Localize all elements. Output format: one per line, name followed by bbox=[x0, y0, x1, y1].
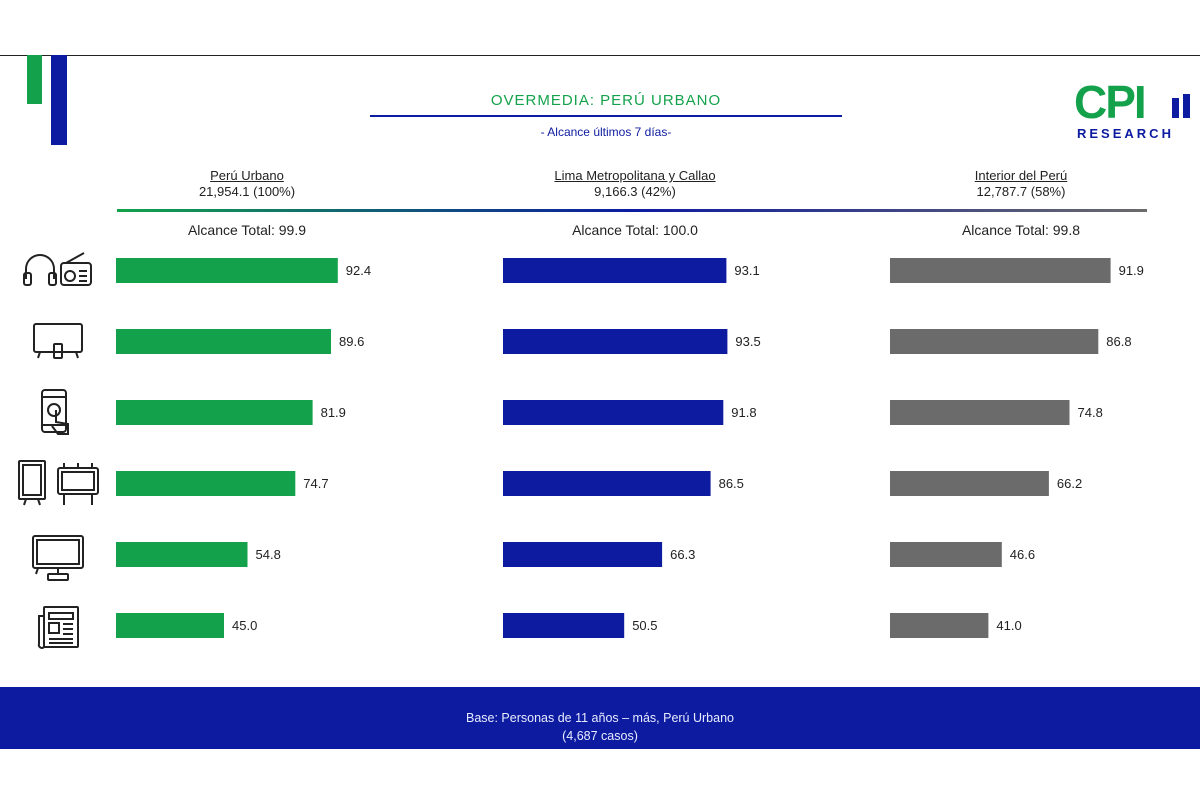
series-population: 12,787.7 (58%) bbox=[976, 184, 1066, 199]
tv-icon bbox=[33, 323, 83, 359]
bar-0-1 bbox=[116, 329, 331, 354]
decor-green-bar bbox=[27, 55, 42, 104]
bar-label-2-4: 46.6 bbox=[1010, 547, 1035, 562]
bar-chart: 92.4 89.6 81.9 74.7 54.8 45.0 93.1 93.5 91.8 86.5… bbox=[116, 258, 1144, 638]
bar-label-1-2: 91.8 bbox=[731, 405, 756, 420]
bar-label-2-3: 66.2 bbox=[1057, 476, 1082, 491]
total-peru-urbano: Alcance Total: 99.9 bbox=[187, 222, 307, 238]
col-head-interior: Interior del Perú 12,787.7 (58%) bbox=[861, 168, 1181, 200]
bar-0-5 bbox=[116, 613, 224, 638]
decor-blue-bar bbox=[51, 55, 67, 145]
bar-label-0-5: 45.0 bbox=[232, 618, 257, 633]
bar-0-4 bbox=[116, 542, 248, 567]
bar-label-1-4: 66.3 bbox=[670, 547, 695, 562]
footer-band: Base: Personas de 11 años – más, Perú Ur… bbox=[0, 687, 1200, 749]
logo-main: CPI bbox=[1074, 78, 1145, 124]
bar-label-1-0: 93.1 bbox=[734, 263, 759, 278]
logo-bars-icon: CPI bbox=[1074, 78, 1190, 124]
bar-1-0 bbox=[503, 258, 727, 283]
series-population: 21,954.1 (100%) bbox=[198, 184, 296, 199]
bar-0-2 bbox=[116, 400, 313, 425]
footer-base: Base: Personas de 11 años – más, Perú Ur… bbox=[466, 711, 734, 725]
bar-label-1-3: 86.5 bbox=[719, 476, 744, 491]
series-name: Perú Urbano bbox=[210, 168, 284, 183]
col-head-peru-urbano: Perú Urbano 21,954.1 (100%) bbox=[87, 168, 407, 200]
series-name: Lima Metropolitana y Callao bbox=[554, 168, 716, 183]
bar-label-0-3: 74.7 bbox=[303, 476, 328, 491]
series-name: Interior del Perú bbox=[974, 168, 1068, 183]
bar-1-5 bbox=[503, 613, 625, 638]
bar-label-1-1: 93.5 bbox=[735, 334, 760, 349]
bar-2-0 bbox=[890, 258, 1111, 283]
bar-1-3 bbox=[503, 471, 711, 496]
radio-icon bbox=[23, 252, 92, 286]
bar-1-1 bbox=[503, 329, 728, 354]
bar-0-0 bbox=[116, 258, 338, 283]
bar-label-2-2: 74.8 bbox=[1078, 405, 1103, 420]
gradient-rule bbox=[117, 209, 1147, 212]
bar-label-2-1: 86.8 bbox=[1106, 334, 1131, 349]
chart-subtitle: - Alcance últimos 7 días- bbox=[540, 125, 672, 139]
total-interior: Alcance Total: 99.8 bbox=[961, 222, 1081, 238]
bar-2-4 bbox=[890, 542, 1002, 567]
footer-cases: (4,687 casos) bbox=[562, 729, 638, 743]
col-head-lima: Lima Metropolitana y Callao 9,166.3 (42%… bbox=[475, 168, 795, 200]
bar-label-2-5: 41.0 bbox=[996, 618, 1021, 633]
logo-sub: RESEARCH bbox=[1077, 126, 1174, 141]
bar-label-0-2: 81.9 bbox=[321, 405, 346, 420]
bar-label-2-0: 91.9 bbox=[1119, 263, 1144, 278]
total-lima: Alcance Total: 100.0 bbox=[572, 222, 698, 238]
chart-title: OVERMEDIA: PERÚ URBANO bbox=[490, 92, 722, 109]
bar-1-2 bbox=[503, 400, 724, 425]
bar-1-4 bbox=[503, 542, 663, 567]
top-rule bbox=[0, 55, 1200, 56]
smartphone-icon bbox=[41, 389, 69, 435]
bar-2-5 bbox=[890, 613, 989, 638]
cable-tv-icon bbox=[32, 535, 84, 581]
bar-label-1-5: 50.5 bbox=[632, 618, 657, 633]
outdoor-billboard-icon bbox=[18, 460, 99, 506]
bar-label-0-4: 54.8 bbox=[256, 547, 281, 562]
bar-label-0-1: 89.6 bbox=[339, 334, 364, 349]
bar-0-3 bbox=[116, 471, 296, 496]
newspaper-icon bbox=[37, 606, 79, 649]
cpi-logo: CPI RESEARCH bbox=[1074, 78, 1200, 144]
bar-2-3 bbox=[890, 471, 1049, 496]
title-rule bbox=[370, 115, 842, 117]
bar-label-0-0: 92.4 bbox=[346, 263, 371, 278]
series-population: 9,166.3 (42%) bbox=[594, 184, 676, 199]
bar-2-2 bbox=[890, 400, 1070, 425]
bar-2-1 bbox=[890, 329, 1099, 354]
